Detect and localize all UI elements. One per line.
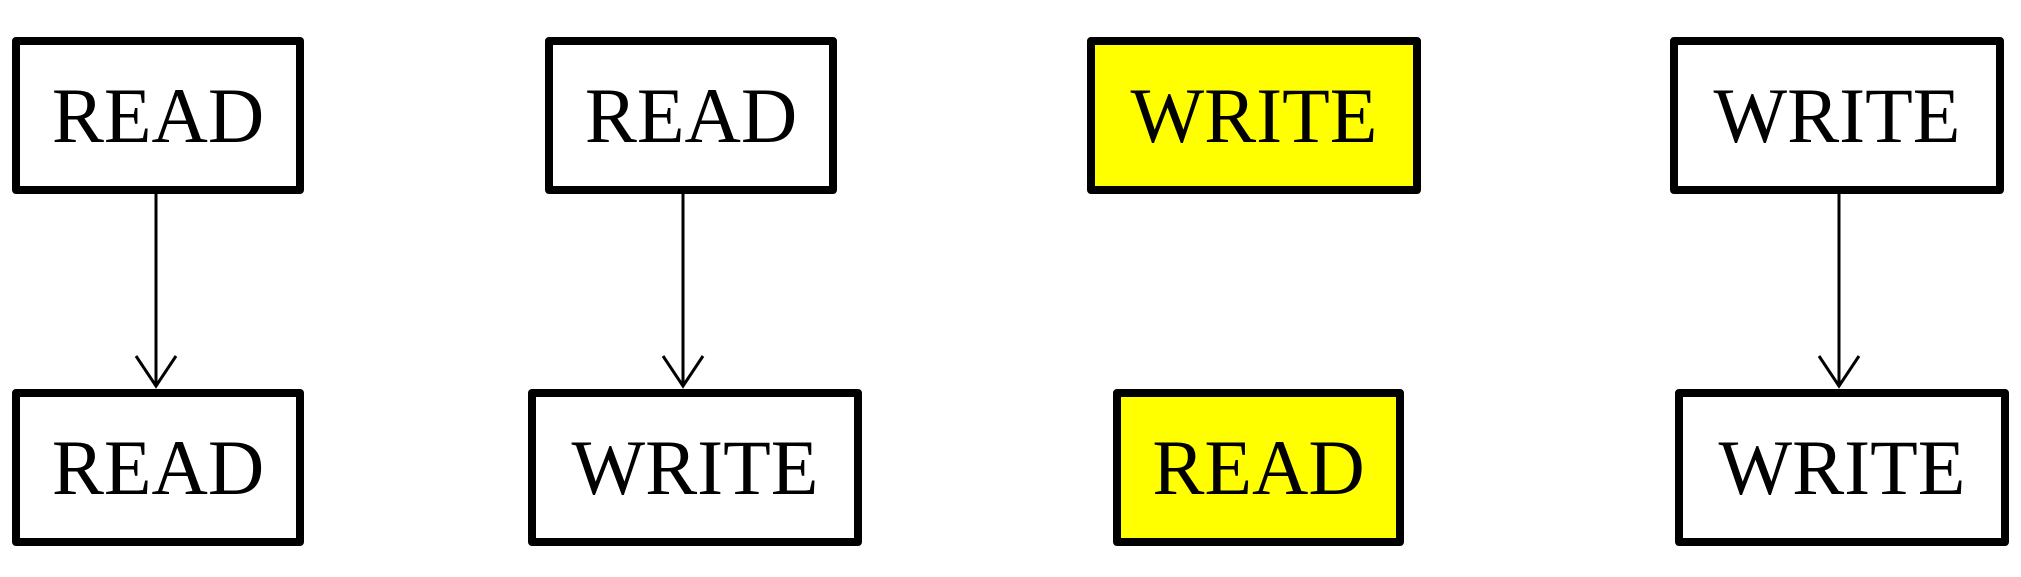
operation-label: WRITE [1718, 423, 1966, 511]
operation-box-bottom-3: READ [1113, 389, 1404, 546]
arrow-column-4 [1817, 194, 1861, 389]
operation-label: WRITE [1130, 71, 1378, 159]
operation-label: READ [51, 71, 265, 159]
operation-label: WRITE [1713, 71, 1961, 159]
arrow-column-1 [134, 194, 178, 389]
operation-label: READ [1152, 423, 1365, 511]
operation-box-bottom-4: WRITE [1675, 389, 2009, 546]
operation-box-top-4: WRITE [1670, 37, 2004, 194]
arrow-column-2 [661, 194, 705, 389]
operation-box-bottom-1: READ [12, 389, 304, 546]
operation-box-top-2: READ [545, 37, 837, 194]
operation-label: READ [51, 423, 265, 511]
operation-label: READ [584, 71, 798, 159]
operation-box-top-3: WRITE [1087, 37, 1421, 194]
operation-label: WRITE [571, 423, 819, 511]
operation-box-bottom-2: WRITE [528, 389, 862, 546]
operation-box-top-1: READ [12, 37, 304, 194]
